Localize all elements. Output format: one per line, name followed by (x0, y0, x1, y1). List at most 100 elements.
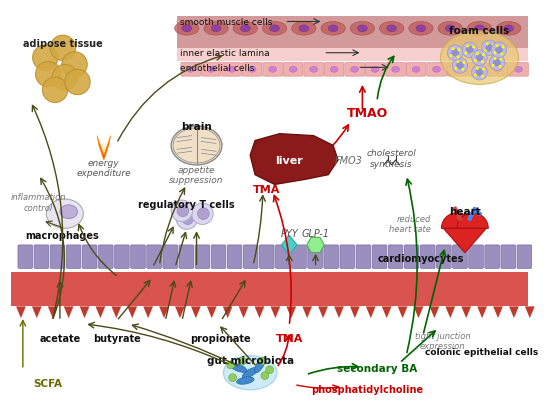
Ellipse shape (350, 22, 375, 36)
FancyBboxPatch shape (517, 245, 532, 269)
Circle shape (456, 61, 459, 64)
Text: macrophages: macrophages (25, 231, 99, 241)
Text: GLP-1: GLP-1 (301, 229, 329, 239)
Text: appetite
suppression: appetite suppression (169, 166, 224, 185)
Circle shape (472, 65, 487, 81)
Wedge shape (457, 213, 488, 229)
Circle shape (492, 65, 494, 68)
Polygon shape (509, 307, 519, 318)
Polygon shape (112, 307, 121, 318)
Circle shape (258, 357, 266, 365)
Circle shape (176, 208, 197, 230)
Polygon shape (177, 17, 528, 49)
FancyBboxPatch shape (345, 63, 364, 77)
Ellipse shape (269, 67, 277, 73)
FancyBboxPatch shape (66, 245, 81, 269)
Circle shape (493, 60, 501, 67)
Circle shape (485, 45, 493, 53)
Circle shape (495, 47, 503, 55)
FancyBboxPatch shape (404, 245, 419, 269)
FancyBboxPatch shape (468, 63, 487, 77)
Ellipse shape (262, 22, 287, 36)
FancyBboxPatch shape (406, 63, 426, 77)
Circle shape (36, 62, 61, 87)
Text: cardiomyocytes: cardiomyocytes (378, 253, 464, 263)
Circle shape (461, 69, 464, 72)
Ellipse shape (204, 22, 228, 36)
Polygon shape (239, 307, 249, 318)
Ellipse shape (438, 22, 463, 36)
Text: inflammation
control: inflammation control (10, 193, 66, 212)
Ellipse shape (243, 368, 258, 378)
Ellipse shape (453, 67, 461, 73)
Text: phosphatidylcholine: phosphatidylcholine (311, 384, 424, 394)
Circle shape (455, 68, 458, 70)
Text: inner elastic lamina: inner elastic lamina (180, 49, 270, 58)
Ellipse shape (46, 200, 84, 229)
Circle shape (466, 45, 469, 48)
Circle shape (482, 54, 485, 57)
Ellipse shape (228, 67, 235, 73)
Circle shape (499, 59, 502, 62)
Circle shape (239, 357, 246, 365)
Polygon shape (177, 49, 528, 62)
Ellipse shape (475, 26, 485, 33)
Polygon shape (493, 307, 503, 318)
Text: secondary BA: secondary BA (337, 363, 417, 373)
FancyBboxPatch shape (292, 245, 306, 269)
Polygon shape (223, 307, 233, 318)
FancyBboxPatch shape (11, 273, 528, 307)
Circle shape (447, 46, 463, 62)
Text: tight junction
expression: tight junction expression (415, 331, 470, 350)
Ellipse shape (515, 67, 522, 73)
Text: heart: heart (449, 207, 481, 216)
Ellipse shape (310, 67, 317, 73)
Polygon shape (461, 307, 471, 318)
Text: butyrate: butyrate (92, 333, 140, 343)
FancyBboxPatch shape (147, 245, 161, 269)
Ellipse shape (299, 26, 309, 33)
FancyBboxPatch shape (50, 245, 65, 269)
Polygon shape (207, 307, 217, 318)
FancyBboxPatch shape (388, 245, 403, 269)
Circle shape (463, 62, 465, 65)
Wedge shape (442, 213, 472, 229)
Polygon shape (350, 307, 360, 318)
Circle shape (472, 46, 475, 49)
Circle shape (452, 58, 468, 74)
Polygon shape (250, 134, 338, 185)
Ellipse shape (230, 364, 247, 372)
Text: foam cells: foam cells (449, 26, 510, 36)
FancyBboxPatch shape (509, 63, 528, 77)
Circle shape (494, 58, 497, 61)
Ellipse shape (270, 26, 279, 33)
Text: endothelial cells: endothelial cells (180, 64, 254, 72)
Circle shape (472, 51, 487, 66)
Text: FMO3: FMO3 (335, 156, 363, 166)
FancyBboxPatch shape (243, 245, 258, 269)
Polygon shape (477, 307, 487, 318)
FancyBboxPatch shape (340, 245, 355, 269)
Ellipse shape (392, 67, 399, 73)
Circle shape (50, 36, 75, 62)
Ellipse shape (174, 22, 199, 36)
Circle shape (476, 69, 483, 77)
FancyBboxPatch shape (488, 63, 508, 77)
Circle shape (464, 52, 468, 55)
FancyBboxPatch shape (98, 245, 113, 269)
Polygon shape (382, 307, 392, 318)
FancyBboxPatch shape (324, 245, 338, 269)
FancyBboxPatch shape (18, 245, 32, 269)
Polygon shape (282, 236, 297, 255)
FancyBboxPatch shape (222, 63, 241, 77)
Circle shape (476, 53, 479, 56)
Ellipse shape (289, 67, 297, 73)
Circle shape (466, 47, 474, 55)
FancyBboxPatch shape (437, 245, 451, 269)
FancyBboxPatch shape (179, 245, 194, 269)
Circle shape (491, 51, 494, 54)
Ellipse shape (292, 22, 316, 36)
Polygon shape (430, 307, 439, 318)
Polygon shape (271, 307, 281, 318)
Text: TMAO: TMAO (346, 107, 388, 120)
